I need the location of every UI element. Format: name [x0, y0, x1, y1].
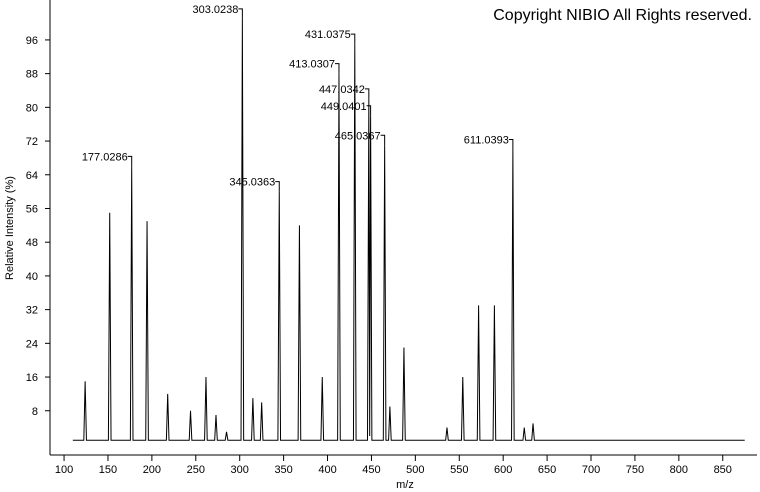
- peak-bracket: [127, 155, 133, 167]
- x-tick-label: 750: [626, 464, 644, 476]
- y-axis-label: Relative Intensity (%): [4, 176, 16, 280]
- spectrum-line: [72, 18, 745, 441]
- x-tick-label: 350: [274, 464, 292, 476]
- x-tick-label: 650: [538, 464, 556, 476]
- x-tick-label: 150: [99, 464, 117, 476]
- y-tick-label: 56: [26, 203, 38, 215]
- y-tick-label: 32: [26, 305, 38, 317]
- x-tick-label: 250: [187, 464, 205, 476]
- peak-bracket: [275, 181, 280, 192]
- peak-bracket: [334, 63, 340, 74]
- y-tick-label: 24: [26, 338, 38, 350]
- y-tick-label: 96: [26, 35, 38, 47]
- x-tick-label: 200: [143, 464, 161, 476]
- y-tick-label: 8: [32, 406, 38, 418]
- y-tick-label: 40: [26, 271, 38, 283]
- peak-label: 345.0363: [229, 177, 275, 189]
- peak-bracket: [380, 134, 386, 146]
- x-tick-label: 550: [450, 464, 468, 476]
- y-tick-label: 72: [26, 136, 38, 148]
- peak-bracket: [508, 138, 514, 150]
- peak-label: 447.0342: [319, 84, 365, 96]
- peak-label: 431.0375: [305, 29, 351, 41]
- peak-bracket: [238, 8, 243, 19]
- peak-label: 177.0286: [82, 151, 128, 163]
- y-tick-label: 48: [26, 237, 38, 249]
- peak-bracket: [350, 33, 356, 45]
- x-tick-label: 100: [55, 464, 73, 476]
- x-axis-label: m/z: [396, 479, 414, 491]
- peak-label: 413.0307: [289, 59, 335, 71]
- y-tick-label: 16: [26, 372, 38, 384]
- peak-label: 465.0367: [335, 130, 381, 142]
- peak-label: 449.0401: [321, 101, 367, 113]
- chart-title: Copyright NIBIO All Rights reserved.: [493, 7, 752, 24]
- x-tick-label: 850: [714, 464, 732, 476]
- peak-label: 303.0238: [192, 4, 238, 16]
- x-tick-label: 400: [318, 464, 336, 476]
- x-tick-label: 500: [406, 464, 424, 476]
- peak-label: 611.0393: [464, 134, 509, 146]
- x-tick-label: 800: [670, 464, 688, 476]
- x-tick-label: 300: [231, 464, 249, 476]
- y-tick-label: 80: [26, 102, 38, 114]
- x-tick-label: 450: [362, 464, 380, 476]
- y-tick-label: 64: [26, 170, 38, 182]
- x-tick-label: 600: [494, 464, 512, 476]
- y-tick-label: 88: [26, 69, 38, 81]
- x-tick-label: 700: [582, 464, 600, 476]
- peak-bracket: [366, 105, 372, 116]
- peak-bracket: [364, 88, 370, 99]
